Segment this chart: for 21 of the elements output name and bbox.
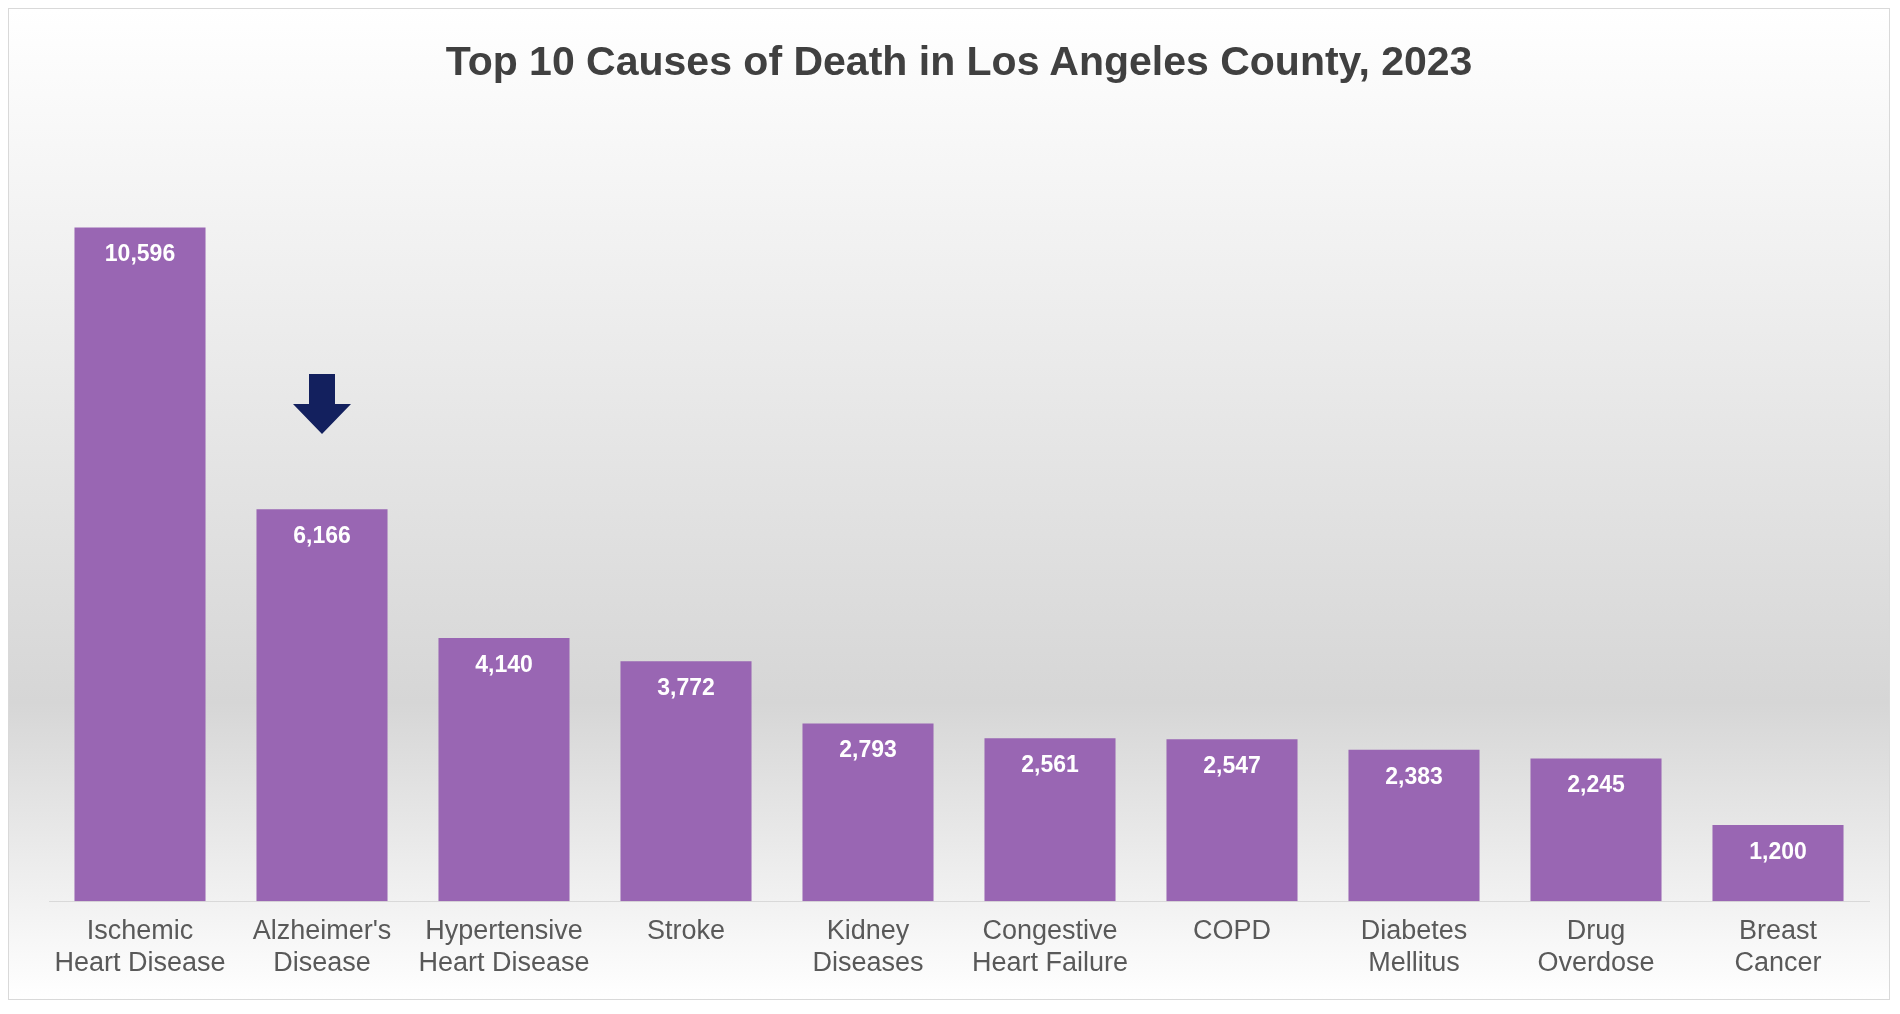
data-label: 2,383 — [1385, 762, 1443, 789]
x-tick-label: Breast Cancer — [1734, 914, 1822, 978]
data-label: 2,245 — [1567, 771, 1625, 798]
chart-title: Top 10 Causes of Death in Los Angeles County, 2023 — [445, 37, 1473, 84]
data-label: 3,772 — [657, 674, 715, 701]
x-tick-label: Congestive Heart Failure — [971, 914, 1129, 978]
x-tick-label: Drug Overdose — [1537, 914, 1655, 978]
data-label: 4,140 — [475, 650, 533, 677]
data-label: 2,793 — [839, 736, 897, 763]
x-tick-label: Kidney Diseases — [812, 914, 924, 978]
data-label: 10,596 — [104, 240, 176, 267]
x-tick-label: COPD — [1192, 914, 1272, 945]
x-tick-label: Alzheimer's Disease — [252, 914, 392, 978]
data-label: 1,200 — [1749, 837, 1807, 864]
x-tick-label: Stroke — [646, 914, 726, 945]
x-tick-label: Ischemic Heart Disease — [54, 914, 226, 978]
data-label: 2,561 — [1021, 751, 1079, 778]
data-label: 2,547 — [1203, 752, 1261, 779]
x-tick-label: Hypertensive Heart Disease — [418, 914, 590, 978]
x-tick-label: Diabetes Mellitus — [1360, 914, 1468, 978]
data-label: 6,166 — [293, 521, 351, 548]
